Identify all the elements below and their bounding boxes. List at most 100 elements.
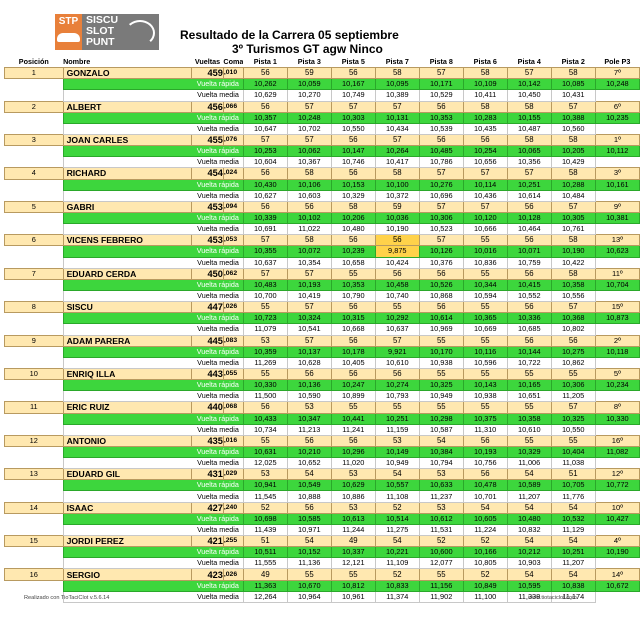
header-pista-8: Pista 8	[419, 57, 464, 68]
driver-track-laps: 55	[374, 401, 420, 414]
driver-track-laps: 57	[286, 301, 332, 314]
avg-lap-time: 10,389	[374, 89, 420, 102]
fast-lap-row: Vuelta rápida 10,631 10,210 10,296 10,149 10,…	[4, 445, 640, 459]
driver-row: 6 VICENS FEBRERO 453,053 57 58 56 56 57 55 56 58 13…	[4, 234, 640, 247]
avg-lap-time: 10,685	[506, 323, 552, 336]
driver-track-laps: 53	[330, 501, 376, 514]
fast-lap-time: 10,190	[550, 245, 596, 258]
driver-name: ALBERT	[62, 100, 193, 113]
fast-lap-time: 10,430	[242, 178, 288, 191]
driver-track-laps: 55	[462, 334, 508, 347]
driver-name: JORDI PEREZ	[62, 535, 193, 548]
avg-lap-time: 10,560	[550, 122, 596, 135]
driver-track-laps: 57	[374, 100, 420, 113]
pole-fast-lap-time: 10,873	[594, 312, 640, 325]
fast-lap-time: 10,353	[418, 111, 464, 124]
spacer-cell	[4, 89, 64, 102]
fast-lap-time: 10,248	[286, 111, 332, 124]
spacer-cell	[4, 513, 64, 525]
driver-track-laps: 53	[242, 468, 288, 481]
avg-lap-row: Vuelta media 11,545 10,888 10,886 11,108 11,2…	[4, 490, 640, 503]
avg-lap-time: 11,174	[550, 590, 596, 603]
driver-track-laps: 58	[550, 67, 596, 80]
driver-track-laps: 56	[242, 200, 288, 213]
driver-laps-total: 454	[191, 167, 224, 180]
fast-lap-time: 10,193	[286, 278, 332, 291]
fast-lap-row: Vuelta rápida 10,433 10,347 10,441 10,251 10,…	[4, 412, 640, 425]
fast-lap-time: 10,384	[418, 445, 464, 459]
pole-fast-lap-time: 10,330	[594, 412, 640, 425]
driver-track-laps: 59	[374, 200, 420, 213]
fast-lap-time: 10,143	[462, 379, 508, 392]
driver-position: 3	[4, 133, 64, 147]
fast-lap-time: 10,100	[374, 178, 420, 191]
driver-track-laps: 58	[374, 67, 420, 80]
driver-name: VICENS FEBRERO	[62, 234, 193, 247]
avg-lap-time: 11,213	[286, 423, 332, 436]
driver-position: 10	[4, 367, 64, 381]
pole-fast-lap-time: 10,190	[594, 546, 640, 559]
page-title: Resultado de la Carrera 05 septiembre	[180, 28, 399, 42]
spacer-cell	[595, 524, 640, 536]
fast-lap-time: 10,170	[418, 345, 464, 358]
fast-lap-time: 10,415	[506, 278, 552, 291]
avg-lap-time: 10,480	[330, 223, 376, 236]
avg-lap-label: Vuelta media	[62, 356, 244, 369]
driver-pole-position: 6º	[594, 100, 640, 113]
fast-lap-time: 10,549	[286, 479, 332, 492]
header-pista-6: Pista 6	[463, 57, 508, 68]
driver-track-laps: 56	[330, 167, 376, 180]
fast-lap-label: Vuelta rápida	[62, 345, 244, 358]
spacer-cell	[595, 457, 640, 469]
driver-track-laps: 56	[286, 367, 332, 381]
fast-lap-time: 10,941	[242, 479, 288, 492]
avg-lap-time: 10,938	[418, 356, 464, 369]
avg-lap-row: Vuelta media 10,604 10,367 10,746 10,417 10,7…	[4, 156, 640, 169]
fast-lap-time: 10,358	[506, 412, 552, 425]
header-name: Nombre	[63, 57, 192, 68]
fast-lap-time: 10,441	[330, 412, 376, 425]
driver-row: 4 RICHARD 454,024 56 58 56 58 57 57 57 58 3º	[4, 167, 640, 180]
avg-lap-time: 11,129	[550, 523, 596, 537]
avg-lap-time: 10,949	[374, 457, 420, 470]
driver-track-laps: 56	[418, 301, 464, 314]
avg-lap-time: 11,109	[374, 557, 420, 570]
avg-lap-time: 10,888	[286, 490, 332, 503]
driver-track-laps: 54	[550, 535, 596, 548]
driver-track-laps: 54	[506, 468, 552, 481]
fast-lap-time: 10,358	[550, 278, 596, 291]
driver-laps-fraction: ,062	[222, 267, 244, 280]
avg-lap-label: Vuelta media	[62, 390, 244, 403]
fast-lap-row: Vuelta rápida 10,330 10,136 10,247 10,274 10,…	[4, 379, 640, 392]
fast-lap-time: 10,532	[550, 512, 596, 525]
driver-track-laps: 56	[462, 434, 508, 447]
driver-track-laps: 58	[506, 133, 552, 147]
driver-track-laps: 56	[330, 133, 376, 147]
fast-lap-time: 10,283	[462, 111, 508, 124]
fast-lap-time: 10,147	[330, 145, 376, 158]
driver-position: 6	[4, 234, 64, 247]
avg-lap-time: 10,270	[286, 89, 332, 102]
spacer-cell	[4, 179, 64, 191]
pole-fast-lap-time: 10,427	[594, 512, 640, 525]
driver-laps-total: 453	[191, 200, 224, 213]
fast-lap-time: 10,292	[374, 312, 420, 325]
avg-lap-label: Vuelta media	[62, 323, 244, 336]
driver-track-laps: 51	[242, 535, 288, 548]
driver-row: 11 ERIC RUIZ 440,068 56 53 55 55 55 55 55 57 8º	[4, 401, 640, 414]
avg-lap-time: 11,338	[506, 590, 552, 603]
avg-lap-time: 10,637	[242, 256, 288, 269]
avg-lap-time: 10,550	[330, 122, 376, 135]
header-vueltas: Vueltas	[191, 57, 224, 68]
driver-track-laps: 54	[418, 434, 464, 447]
avg-lap-time: 11,022	[286, 223, 332, 236]
fast-lap-time: 10,849	[462, 579, 508, 592]
driver-laps-fraction: ,240	[222, 501, 244, 514]
avg-lap-time: 10,411	[462, 89, 508, 102]
driver-track-laps: 53	[286, 401, 332, 414]
driver-name: ANTONIO	[62, 434, 193, 447]
avg-lap-time: 10,938	[462, 390, 508, 403]
driver-track-laps: 57	[242, 133, 288, 147]
avg-lap-time: 10,405	[330, 356, 376, 369]
avg-lap-time: 11,545	[242, 490, 288, 503]
